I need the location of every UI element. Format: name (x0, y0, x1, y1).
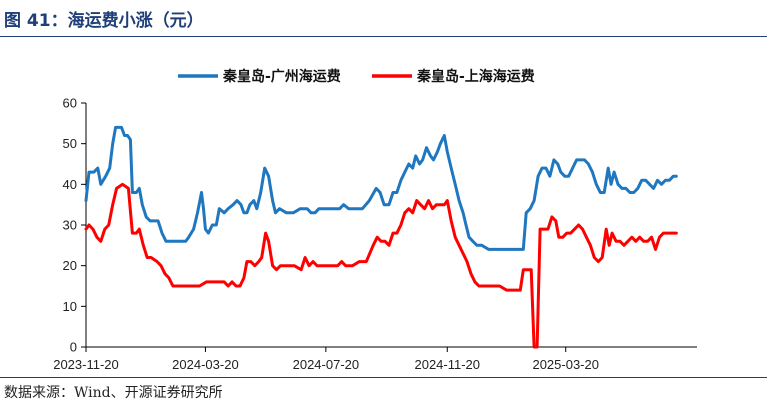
y-tick-label: 60 (63, 96, 77, 111)
y-tick-label: 50 (63, 136, 77, 151)
title-rule (0, 36, 767, 37)
axes: 0 10 20 30 40 50 60 2023-11-20 2024-03-20 2024-07… (53, 96, 697, 372)
x-tick-label: 2024-03-20 (172, 357, 239, 372)
x-tick-label: 2025-03-20 (532, 357, 599, 372)
figure-title: 图 41：海运费小涨（元） (4, 11, 204, 31)
legend-label-1: 秦皇岛-广州海运费 (222, 68, 341, 85)
y-tick-label: 0 (70, 340, 77, 355)
x-tick-label: 2023-11-20 (53, 357, 119, 372)
y-tick-label: 30 (63, 218, 77, 233)
x-tick-label: 2024-11-20 (414, 357, 480, 372)
y-tick-label: 40 (63, 177, 77, 192)
y-tick-label: 20 (63, 258, 77, 273)
series-line-2 (84, 182, 678, 349)
legend: 秦皇岛-广州海运费 秦皇岛-上海海运费 (178, 68, 535, 85)
series-line-1 (84, 125, 678, 251)
y-tick-label: 10 (63, 299, 77, 314)
x-tick-label: 2024-07-20 (293, 357, 360, 372)
series-layer (84, 125, 678, 349)
source-note: 数据来源：Wind、开源证券研究所 (4, 385, 223, 401)
legend-label-2: 秦皇岛-上海海运费 (416, 68, 535, 85)
source-rule (0, 377, 767, 378)
